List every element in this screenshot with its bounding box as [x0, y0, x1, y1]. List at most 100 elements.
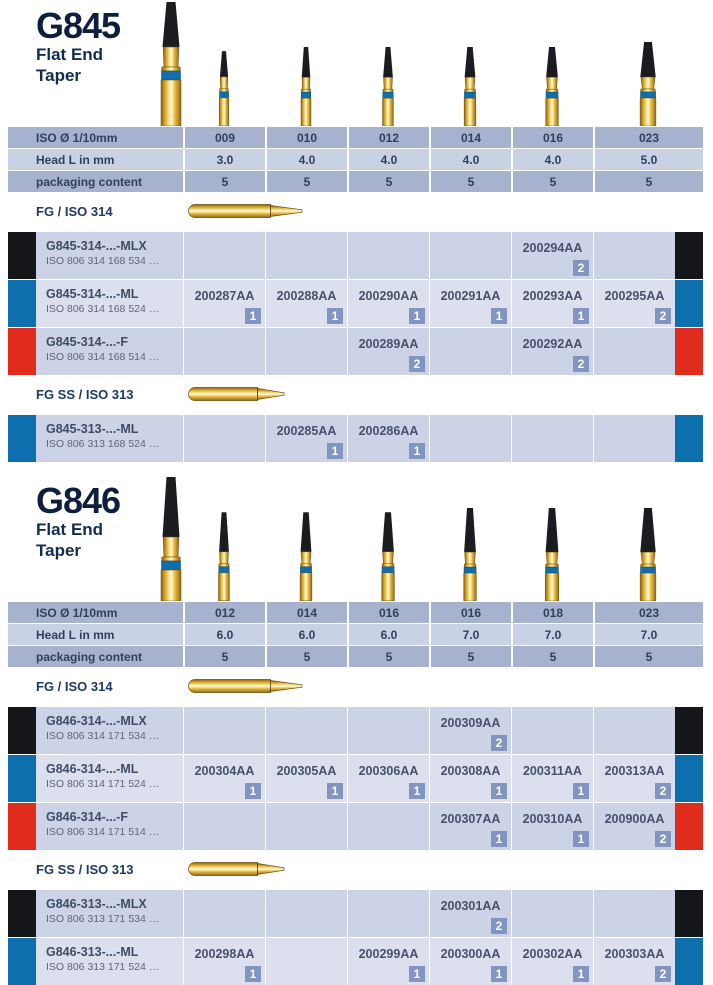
order-cell [511, 415, 593, 462]
spec-cell: 6.0 [265, 624, 347, 645]
spec-row-label: packaging content [8, 171, 183, 192]
order-cell: 200300AA 1 [429, 938, 511, 985]
order-cell: 200311AA 1 [511, 755, 593, 802]
spec-cell: 012 [347, 127, 429, 148]
shank-row: FG / ISO 314 [8, 674, 703, 698]
color-strip-left [8, 232, 36, 279]
spec-cell: 5 [511, 646, 593, 667]
product-subtitle-line2: Taper [36, 66, 82, 86]
order-cell: 200900AA 2 [593, 803, 675, 850]
spec-cell: 5 [347, 171, 429, 192]
article-number: 200311AA [522, 764, 583, 778]
article-number: 200300AA [440, 947, 501, 961]
article-number: 200298AA [194, 947, 255, 961]
article-number: 200308AA [440, 764, 501, 778]
spec-row: packaging content 5 5 5 5 5 5 [8, 646, 703, 667]
color-strip-right [675, 328, 703, 375]
shank-icon [187, 203, 303, 219]
qty-badge: 1 [491, 831, 507, 847]
order-cell: 200310AA 1 [511, 803, 593, 850]
article-number: 200313AA [604, 764, 665, 778]
shank-icon [187, 678, 303, 694]
article-number: 200291AA [440, 289, 501, 303]
bur-icon [542, 47, 562, 127]
article-number: 200307AA [440, 812, 501, 826]
order-row: G845-314-...-MLX ISO 806 314 168 534 … 2… [8, 232, 703, 279]
order-code-name: G846-313-...-MLX [46, 897, 147, 911]
order-cell: 200291AA 1 [429, 280, 511, 327]
bur-icon [378, 512, 398, 602]
order-table: G846-313-...-MLX ISO 806 313 171 534 … 2… [8, 890, 703, 985]
order-cell [183, 707, 265, 754]
order-cell [265, 232, 347, 279]
order-code-name: G845-314-...-ML [46, 287, 139, 301]
order-cell [265, 890, 347, 937]
spec-cell: 6.0 [347, 624, 429, 645]
product-section-g845: G845 Flat End Taper ISO Ø 1/10mm 009 010… [8, 0, 703, 462]
order-cell [183, 328, 265, 375]
order-cell [347, 232, 429, 279]
order-code-name: G845-314-...-MLX [46, 239, 147, 253]
shank-row: FG SS / ISO 313 [8, 382, 703, 406]
article-number: 200287AA [194, 289, 255, 303]
color-strip-right [675, 803, 703, 850]
order-row: G846-313-...-ML ISO 806 313 171 524 … 20… [8, 938, 703, 985]
product-title: G846 [36, 480, 121, 521]
spec-row: ISO Ø 1/10mm 012 014 016 016 018 023 [8, 602, 703, 623]
order-cell [265, 328, 347, 375]
article-number: 200288AA [276, 289, 337, 303]
order-cell [593, 890, 675, 937]
order-cell [593, 415, 675, 462]
shank-type-label: FG SS / ISO 313 [36, 386, 134, 402]
order-iso-number: ISO 806 314 171 534 … [46, 730, 160, 742]
title-block: G846 Flat End Taper [36, 480, 121, 562]
spec-cell: 6.0 [183, 624, 265, 645]
shank-type-label: FG / ISO 314 [36, 203, 113, 219]
order-row: G845-313-...-ML ISO 806 313 168 524 … 20… [8, 415, 703, 462]
qty-badge: 2 [491, 735, 507, 751]
spec-cell: 4.0 [265, 149, 347, 170]
order-cell [593, 328, 675, 375]
product-subtitle-line1: Flat End [36, 45, 104, 64]
spec-cell: 5 [511, 171, 593, 192]
qty-badge: 2 [655, 308, 671, 324]
color-strip-right [675, 890, 703, 937]
order-code-name: G846-314-...-ML [46, 762, 139, 776]
article-number: 200304AA [194, 764, 255, 778]
bur-large-icon [159, 2, 183, 127]
order-cell [347, 890, 429, 937]
article-number: 200305AA [276, 764, 337, 778]
order-cell: 200294AA 2 [511, 232, 593, 279]
title-cell: G845 Flat End Taper [8, 0, 183, 126]
bur-large-icon [159, 477, 183, 602]
color-strip-left [8, 890, 36, 937]
shank-icon [187, 861, 285, 877]
order-row: G846-314-...-ML ISO 806 314 171 524 … 20… [8, 755, 703, 802]
order-iso-number: ISO 806 314 171 514 … [46, 826, 160, 838]
order-cell [183, 415, 265, 462]
spec-cell: 009 [183, 127, 265, 148]
bur-icon [638, 42, 658, 127]
article-number: 200299AA [358, 947, 419, 961]
color-strip-left [8, 707, 36, 754]
qty-badge: 1 [409, 308, 425, 324]
order-row: G846-313-...-MLX ISO 806 313 171 534 … 2… [8, 890, 703, 937]
qty-badge: 1 [245, 966, 261, 982]
article-number: 200295AA [604, 289, 665, 303]
color-strip-left [8, 803, 36, 850]
order-cell: 200308AA 1 [429, 755, 511, 802]
product-header: G845 Flat End Taper [8, 0, 703, 127]
spec-cell: 010 [265, 127, 347, 148]
article-number: 200286AA [358, 424, 419, 438]
order-table: G846-314-...-MLX ISO 806 314 171 534 … 2… [8, 707, 703, 850]
qty-badge: 1 [409, 783, 425, 799]
spec-row: packaging content 5 5 5 5 5 5 [8, 171, 703, 192]
spec-row-label: packaging content [8, 646, 183, 667]
spec-cell: 014 [429, 127, 511, 148]
qty-badge: 1 [573, 831, 589, 847]
spec-row: Head L in mm 3.0 4.0 4.0 4.0 4.0 5.0 [8, 149, 703, 170]
order-cell [265, 803, 347, 850]
qty-badge: 1 [573, 783, 589, 799]
qty-badge: 1 [491, 783, 507, 799]
product-subtitle-line1: Flat End [36, 520, 104, 539]
